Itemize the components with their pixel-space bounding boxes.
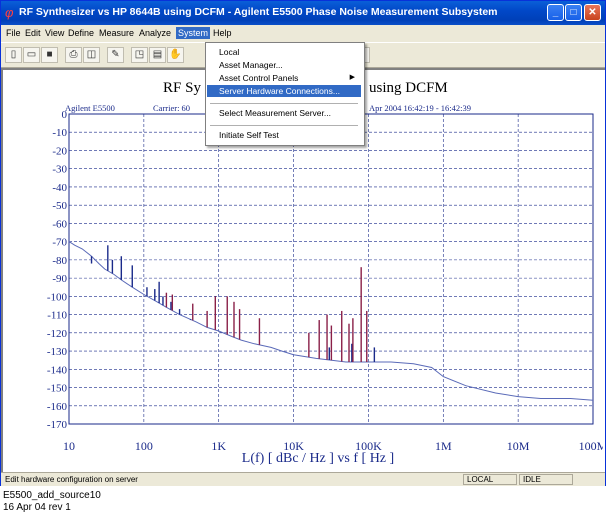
app-window: φ RF Synthesizer vs HP 8644B using DCFM … xyxy=(0,0,606,486)
menu-separator xyxy=(210,103,358,104)
window-title: RF Synthesizer vs HP 8644B using DCFM - … xyxy=(19,6,498,18)
open-icon[interactable]: ▭ xyxy=(23,47,40,63)
new-icon[interactable]: ▯ xyxy=(5,47,22,63)
plot-info-instrument: Agilent E5500 xyxy=(65,103,115,113)
x-tick-label: 10M xyxy=(507,439,530,453)
system-menu-dropdown: Local Asset Manager... Asset Control Pan… xyxy=(205,42,365,146)
menu-item-label: Asset Control Panels xyxy=(219,73,299,83)
submenu-arrow-icon: ▶ xyxy=(349,74,355,81)
plot-title-right: using DCFM xyxy=(369,80,448,96)
x-tick-label: 100 xyxy=(135,439,153,453)
y-tick-label: -100 xyxy=(47,291,68,303)
y-tick-label: -80 xyxy=(52,255,67,267)
save-icon[interactable]: ■ xyxy=(41,47,58,63)
menu-define[interactable]: Define xyxy=(68,28,95,38)
menu-item-asset-manager[interactable]: Asset Manager... xyxy=(219,60,283,70)
phase-noise-chart: RF Sy using DCFM Agilent E5500 Carrier: … xyxy=(47,80,606,466)
title-bar[interactable]: φ RF Synthesizer vs HP 8644B using DCFM … xyxy=(1,1,605,25)
y-tick-label: 0 xyxy=(62,109,68,121)
plot-info-time: Apr 2004 16:42:19 - 16:42:39 xyxy=(369,103,471,113)
y-tick-label: -150 xyxy=(47,383,68,395)
menu-item-select-server[interactable]: Select Measurement Server... xyxy=(219,108,331,118)
y-tick-label: -40 xyxy=(52,182,67,194)
pan-icon[interactable]: ✋ xyxy=(167,47,184,63)
y-tick-label: -160 xyxy=(47,401,68,413)
status-bar: Edit hardware configuration on server LO… xyxy=(1,472,605,486)
menu-item-asset-control-panels[interactable]: Asset Control Panels ▶ xyxy=(207,72,361,84)
minimize-icon[interactable]: _ xyxy=(547,4,564,21)
y-tick-label: -60 xyxy=(52,218,67,230)
x-tick-label: 100K xyxy=(355,439,382,453)
plot-title-left: RF Sy xyxy=(163,80,201,96)
y-tick-label: -170 xyxy=(47,419,68,431)
y-tick-label: -90 xyxy=(52,273,67,285)
menu-edit[interactable]: Edit xyxy=(25,28,41,38)
figure-caption: E5500_add_source10 16 Apr 04 rev 1 xyxy=(3,490,101,514)
menu-bar: File Edit View Define Measure Analyze Sy… xyxy=(1,25,605,42)
menu-item-server-hardware[interactable]: Server Hardware Connections... xyxy=(207,85,361,97)
x-tick-label: 1M xyxy=(435,439,452,453)
menu-help[interactable]: Help xyxy=(213,28,232,38)
maximize-icon[interactable]: □ xyxy=(565,4,582,21)
menu-separator xyxy=(210,125,358,126)
copy-icon[interactable]: ◳ xyxy=(131,47,148,63)
menu-analyze[interactable]: Analyze xyxy=(139,28,172,38)
menu-file[interactable]: File xyxy=(6,28,21,38)
y-tick-label: -20 xyxy=(52,145,67,157)
y-tick-label: -70 xyxy=(52,237,67,249)
y-tick-label: -50 xyxy=(52,200,67,212)
menu-item-local[interactable]: Local xyxy=(219,47,240,57)
x-axis-label: L(f) [ dBc / Hz ] vs f [ Hz ] xyxy=(242,451,394,466)
paste-icon[interactable]: ▤ xyxy=(149,47,166,63)
print-preview-icon[interactable]: ◫ xyxy=(83,47,100,63)
y-tick-label: -130 xyxy=(47,346,68,358)
x-tick-label: 1K xyxy=(211,439,226,453)
edit-icon[interactable]: ✎ xyxy=(107,47,124,63)
y-tick-label: -140 xyxy=(47,364,68,376)
plot-frame xyxy=(68,113,594,425)
close-icon[interactable]: ✕ xyxy=(584,4,601,21)
y-tick-label: -30 xyxy=(52,164,67,176)
y-tick-label: -110 xyxy=(47,310,67,322)
menu-view[interactable]: View xyxy=(45,28,65,38)
caption-line-1: E5500_add_source10 xyxy=(3,490,101,501)
y-tick-label: -120 xyxy=(47,328,68,340)
y-tick-label: -10 xyxy=(52,127,67,139)
caption-line-2: 16 Apr 04 rev 1 xyxy=(3,502,71,513)
x-tick-label: 10 xyxy=(63,439,75,453)
plot-info-carrier: Carrier: 60 xyxy=(153,103,190,113)
menu-measure[interactable]: Measure xyxy=(99,28,135,38)
status-mode: LOCAL xyxy=(463,474,517,485)
noise-trace xyxy=(68,241,594,401)
menu-item-self-test[interactable]: Initiate Self Test xyxy=(219,130,279,140)
x-tick-label: 100M xyxy=(579,439,603,453)
x-tick-label: 10K xyxy=(283,439,304,453)
status-state: IDLE xyxy=(519,474,573,485)
menu-system[interactable]: System xyxy=(176,27,211,39)
phi-icon: φ xyxy=(5,5,14,20)
status-message: Edit hardware configuration on server xyxy=(5,475,138,484)
print-icon[interactable]: ⎙ xyxy=(65,47,82,63)
